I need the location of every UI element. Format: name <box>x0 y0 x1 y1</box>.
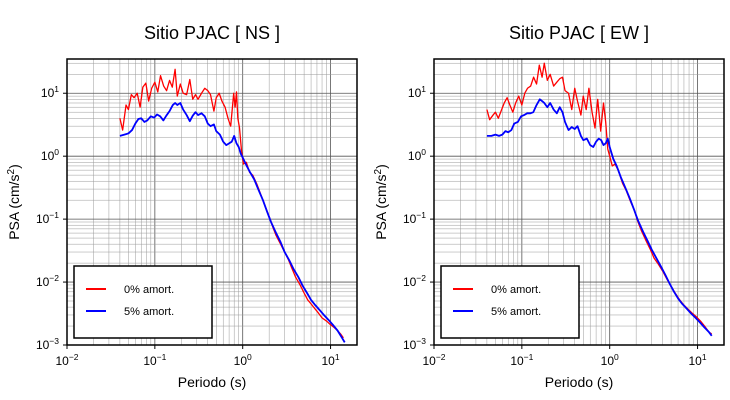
chart-title: Sitio PJAC [ EW ] <box>509 23 649 43</box>
y-tick-label: 10−3 <box>403 336 426 352</box>
legend-label: 5% amort. <box>491 306 541 318</box>
legend-box <box>73 265 213 339</box>
x-tick-label: 100 <box>601 352 619 368</box>
series-line-undamped <box>119 68 344 339</box>
x-axis-label: Periodo (s) <box>545 374 613 390</box>
x-tick-label: 10−2 <box>55 352 78 368</box>
x-axis-label: Periodo (s) <box>178 374 246 390</box>
y-tick-label: 10−3 <box>36 336 59 352</box>
y-tick-label: 10−1 <box>403 210 426 226</box>
x-tick-label: 10−1 <box>143 352 166 368</box>
plot-frame <box>66 58 358 346</box>
chart-title: Sitio PJAC [ NS ] <box>144 23 280 43</box>
y-tick-label: 101 <box>41 84 59 100</box>
y-tick-label: 10−2 <box>36 273 59 289</box>
y-tick-label: 100 <box>41 147 59 163</box>
legend: 0% amort. 5% amort. <box>440 265 580 339</box>
y-axis-label: PSA (cm/s2) <box>373 164 389 240</box>
legend-label: 5% amort. <box>124 306 174 318</box>
x-tick-label: 101 <box>322 352 340 368</box>
y-axis-label: PSA (cm/s2) <box>6 164 22 240</box>
plot-frame <box>433 58 725 346</box>
legend-box <box>440 265 580 339</box>
legend-label: 0% amort. <box>491 284 541 296</box>
legend-label: 0% amort. <box>124 284 174 296</box>
series-line-damped <box>486 98 713 337</box>
grid <box>66 59 358 346</box>
series-line-damped <box>119 102 346 343</box>
x-tick-label: 100 <box>234 352 252 368</box>
x-tick-label: 101 <box>689 352 707 368</box>
y-tick-label: 100 <box>408 147 426 163</box>
x-tick-label: 10−2 <box>422 352 445 368</box>
y-tick-label: 10−1 <box>36 210 59 226</box>
y-tick-label: 10−2 <box>403 273 426 289</box>
legend: 0% amort. 5% amort. <box>73 265 213 339</box>
x-tick-label: 10−1 <box>510 352 533 368</box>
y-tick-label: 101 <box>408 84 426 100</box>
